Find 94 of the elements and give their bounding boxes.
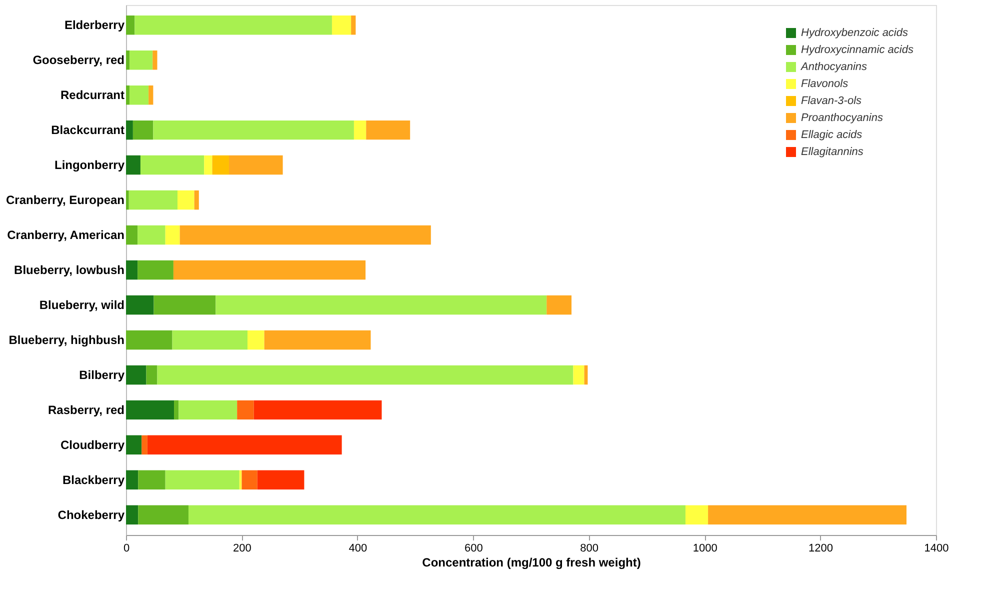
bar <box>157 365 574 385</box>
legend-label: Ellagitannins <box>801 146 864 158</box>
bar <box>138 260 174 280</box>
bar <box>228 155 283 175</box>
x-tick-label: 1000 <box>692 542 718 554</box>
y-tick-label: Blackcurrant <box>51 123 124 138</box>
x-tick-label: 600 <box>464 542 483 554</box>
legend-label: Anthocyanins <box>800 61 868 73</box>
bar <box>132 120 154 140</box>
bar <box>152 50 158 70</box>
bar <box>354 120 366 140</box>
y-tick-label: Blackberry <box>62 472 125 487</box>
bar <box>138 225 166 245</box>
x-tick-label: 1400 <box>924 542 949 554</box>
y-tick-label: Blueberry, wild <box>39 298 124 312</box>
x-axis-title: Concentration (mg/100 g fresh weight) <box>422 556 641 570</box>
bar <box>165 470 240 490</box>
bar <box>153 120 354 140</box>
bar <box>173 260 366 280</box>
bar <box>178 400 238 420</box>
bar <box>188 505 686 525</box>
bar <box>351 15 356 35</box>
bar <box>332 15 352 35</box>
bar <box>264 330 371 350</box>
bar <box>126 260 138 280</box>
y-tick-label: Lingonberry <box>54 158 125 172</box>
y-tick-label: Gooseberry, red <box>32 53 124 68</box>
x-tick-label: 1200 <box>808 542 834 554</box>
x-tick-label: 200 <box>233 542 252 554</box>
bar <box>138 505 188 525</box>
y-tick-label: Rasberry, red <box>48 402 124 417</box>
y-tick-label: Cranberry, American <box>7 228 124 242</box>
bar <box>126 365 146 385</box>
x-tick-label: 800 <box>580 542 599 554</box>
y-tick-label: Chokeberry <box>58 508 125 522</box>
bar <box>126 50 130 70</box>
bar <box>685 505 708 525</box>
bar <box>204 155 212 175</box>
bar <box>237 400 254 420</box>
bar <box>128 190 178 210</box>
bar <box>254 400 382 420</box>
bar <box>212 155 229 175</box>
bar <box>129 85 149 105</box>
bar <box>126 155 140 175</box>
bar <box>129 50 153 70</box>
bar <box>165 225 180 245</box>
legend-label: Proanthocyanins <box>801 112 884 124</box>
y-tick-label: Cloudberry <box>60 438 125 452</box>
bar <box>142 435 148 455</box>
bar <box>148 85 154 105</box>
bar <box>177 190 194 210</box>
bar <box>126 435 142 455</box>
bar <box>138 470 166 490</box>
bar <box>708 505 906 525</box>
bar <box>126 225 138 245</box>
legend-label: Hydroxybenzoic acids <box>801 27 908 39</box>
y-tick-label: Blueberry, lowbush <box>14 263 124 277</box>
bar <box>147 435 342 455</box>
bar <box>126 15 135 35</box>
y-tick-label: Elderberry <box>64 18 125 32</box>
legend-label: Hydroxycinnamic acids <box>801 44 914 56</box>
bar <box>154 295 216 315</box>
bar <box>216 295 547 315</box>
bar <box>366 120 410 140</box>
bar <box>546 295 572 315</box>
bar <box>126 85 130 105</box>
bar <box>126 295 154 315</box>
legend-label: Ellagic acids <box>801 129 863 141</box>
bar <box>180 225 431 245</box>
bar <box>257 470 304 490</box>
bar <box>248 330 264 350</box>
bar <box>146 365 158 385</box>
y-tick-label: Blueberry, highbush <box>8 332 124 347</box>
bar <box>584 365 588 385</box>
bar <box>194 190 199 210</box>
bar <box>126 190 129 210</box>
bar <box>126 470 138 490</box>
bar <box>242 470 258 490</box>
bar <box>174 400 179 420</box>
y-tick-label: Redcurrant <box>60 88 124 102</box>
bar <box>126 505 138 525</box>
y-tick-label: Bilberry <box>79 368 125 382</box>
legend-label: Flavan-3-ols <box>801 95 862 107</box>
x-tick-label: 400 <box>348 542 368 554</box>
bar <box>126 330 172 350</box>
x-tick-label: 0 <box>123 542 130 554</box>
bar <box>172 330 248 350</box>
bar <box>134 15 332 35</box>
bar <box>126 400 174 420</box>
legend-label: Flavonols <box>801 78 849 90</box>
y-tick-label: Cranberry, European <box>6 193 124 208</box>
bar <box>573 365 584 385</box>
bar <box>126 120 133 140</box>
bar <box>140 155 204 175</box>
